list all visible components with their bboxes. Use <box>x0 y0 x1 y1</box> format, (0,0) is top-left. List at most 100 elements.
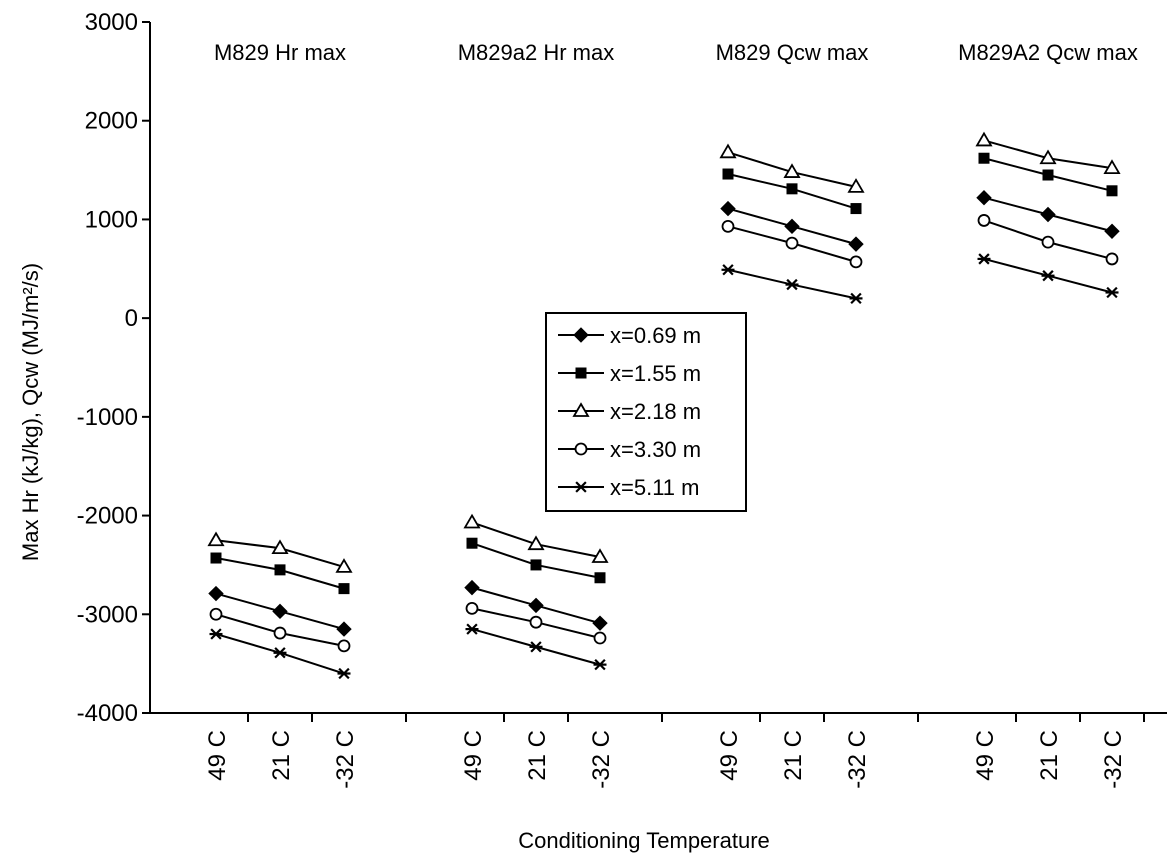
axes <box>149 22 1167 714</box>
y-tick-label: 1000 <box>85 206 138 233</box>
data-point <box>722 168 734 180</box>
data-point <box>210 552 222 564</box>
group-label: M829 Qcw max <box>716 40 869 65</box>
data-point <box>849 292 863 305</box>
x-axis-title: Conditioning Temperature <box>518 828 770 853</box>
legend-label: x=5.11 m <box>610 475 699 500</box>
data-point <box>463 513 481 529</box>
data-point <box>592 615 608 631</box>
data-point <box>336 621 352 637</box>
data-point <box>207 531 225 547</box>
data-point <box>1103 159 1121 174</box>
y-tick-label: -1000 <box>77 404 138 431</box>
data-point <box>273 647 287 659</box>
legend: x=0.69 m x=1.55 m x=2.18 m x=3.30 m x=5.11 m <box>545 312 747 512</box>
data-point <box>1042 169 1054 181</box>
data-point <box>848 236 864 252</box>
data-point <box>721 219 735 233</box>
data-point <box>720 200 736 217</box>
data-point <box>1105 252 1119 266</box>
series-markers <box>207 131 1121 680</box>
group-label: M829A2 Qcw max <box>958 40 1138 65</box>
data-point <box>850 203 862 215</box>
data-point <box>274 564 286 576</box>
data-point <box>209 607 223 621</box>
data-point <box>976 190 992 206</box>
legend-item: x=2.18 m <box>558 399 701 424</box>
x-category-label: 21 C <box>780 730 807 781</box>
data-point <box>209 628 223 640</box>
data-point <box>978 152 990 164</box>
data-point <box>594 572 606 584</box>
legend-marker <box>575 367 587 379</box>
data-point <box>466 537 478 549</box>
data-point <box>529 615 543 629</box>
legend-marker <box>574 481 588 493</box>
x-category-label: 49 C <box>972 730 999 781</box>
data-point <box>530 559 542 571</box>
data-point <box>529 641 543 653</box>
data-point <box>338 583 350 595</box>
y-ticks: 3000 2000 1000 0 -1000 -2000 -3000 -4000 <box>77 9 150 727</box>
x-category-label: 21 C <box>1036 730 1063 781</box>
x-category-label: 21 C <box>268 730 295 781</box>
data-point <box>271 539 289 555</box>
data-point <box>208 585 224 602</box>
legend-label: x=1.55 m <box>610 361 701 386</box>
legend-label: x=0.69 m <box>610 323 701 348</box>
data-point <box>847 178 865 193</box>
x-category-label: -32 C <box>1100 730 1127 789</box>
legend-marker <box>572 402 590 417</box>
x-ticks <box>247 713 1145 722</box>
y-tick-label: 3000 <box>85 9 138 36</box>
legend-label: x=3.30 m <box>610 437 701 462</box>
group-label: M829a2 Hr max <box>458 40 615 65</box>
x-category-label: 21 C <box>524 730 551 781</box>
legend-item: x=1.55 m <box>558 361 701 386</box>
x-category-label: -32 C <box>588 730 615 789</box>
data-point <box>593 658 607 671</box>
y-tick-label: 2000 <box>85 108 138 135</box>
x-category-label: -32 C <box>844 730 871 789</box>
data-point <box>337 639 351 653</box>
data-point <box>1041 235 1055 249</box>
data-point <box>272 603 288 620</box>
x-category-label: 49 C <box>204 730 231 781</box>
data-point <box>1105 286 1119 299</box>
group-label: M829 Hr max <box>214 40 346 65</box>
legend-marker <box>573 327 589 343</box>
data-point <box>1104 223 1120 239</box>
y-tick-label: 0 <box>125 305 138 332</box>
data-point <box>977 214 991 227</box>
x-category-label: 49 C <box>460 730 487 781</box>
data-point <box>719 143 737 159</box>
data-point <box>785 278 799 291</box>
legend-item: x=0.69 m <box>558 323 701 348</box>
data-point <box>784 218 800 235</box>
data-point <box>721 264 735 276</box>
data-point <box>593 631 607 645</box>
data-point <box>1106 185 1118 197</box>
data-point <box>464 579 480 596</box>
y-axis-title: Max Hr (kJ/kg), Qcw (MJ/m²/s) <box>18 263 43 561</box>
legend-item: x=5.11 m <box>558 475 699 500</box>
data-point <box>528 597 544 614</box>
data-point <box>1040 206 1056 223</box>
data-point <box>1039 149 1057 165</box>
data-point <box>465 601 479 615</box>
group-labels: M829 Hr max M829a2 Hr max M829 Qcw max M829… <box>214 40 1138 65</box>
data-point <box>849 255 863 269</box>
data-point <box>783 163 801 178</box>
data-point <box>786 183 798 195</box>
data-point <box>975 131 993 147</box>
data-point <box>591 548 609 563</box>
x-category-label: 49 C <box>716 730 743 781</box>
data-point <box>337 667 351 680</box>
legend-item: x=3.30 m <box>558 437 701 462</box>
x-category-label: -32 C <box>332 730 359 789</box>
data-point <box>785 236 799 250</box>
legend-marker <box>574 442 588 456</box>
data-point <box>273 626 287 640</box>
y-tick-label: -3000 <box>77 601 138 628</box>
